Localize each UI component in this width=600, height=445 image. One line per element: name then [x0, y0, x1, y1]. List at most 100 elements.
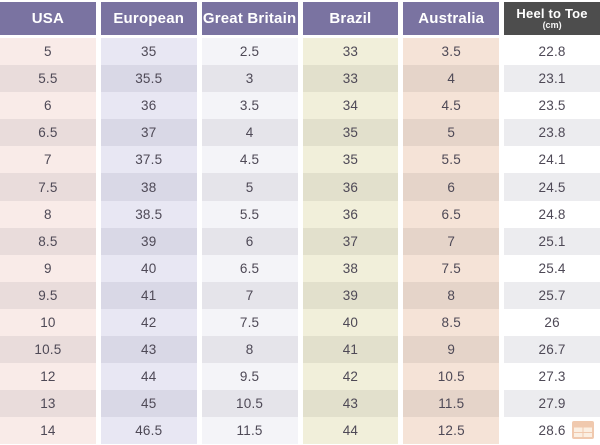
- table-cell-australia: 7: [403, 227, 500, 255]
- table-cell-great-britain: 7: [201, 281, 298, 309]
- table-cell-usa: 10: [0, 308, 96, 337]
- table-cell-european: 40: [100, 254, 197, 282]
- column-header-great-britain: Great Britain: [201, 2, 298, 35]
- table-cell-heel-to-toe: 27.3: [504, 363, 600, 391]
- table-cell-australia: 12.5: [403, 417, 500, 445]
- table-cell-brazil: 36: [302, 173, 399, 201]
- table-cell-great-britain: 3: [201, 65, 298, 93]
- table-cell-usa: 13: [0, 390, 96, 418]
- table-cell-usa: 6: [0, 92, 96, 120]
- table-cell-usa: 7.5: [0, 173, 96, 201]
- table-cell-great-britain: 4.5: [201, 146, 298, 174]
- table-cell-australia: 9: [403, 336, 500, 364]
- table-cell-european: 35: [100, 38, 197, 66]
- table-cell-australia: 10.5: [403, 363, 500, 391]
- table-cell-great-britain: 6: [201, 227, 298, 255]
- table-cell-brazil: 33: [302, 38, 399, 66]
- table-cell-usa: 14: [0, 417, 96, 445]
- table-cell-heel-to-toe: 26.7: [504, 336, 600, 364]
- table-cell-great-britain: 4: [201, 119, 298, 147]
- table-cell-great-britain: 2.5: [201, 38, 298, 66]
- table-cell-brazil: 35: [302, 146, 399, 174]
- table-cell-usa: 8.5: [0, 227, 96, 255]
- table-cell-heel-to-toe: 24.8: [504, 200, 600, 228]
- column-header-label: USA: [31, 9, 65, 27]
- table-cell-brazil: 43: [302, 390, 399, 418]
- table-cell-european: 44: [100, 363, 197, 391]
- table-cell-brazil: 42: [302, 363, 399, 391]
- table-cell-brazil: 36: [302, 200, 399, 228]
- table-cell-european: 46.5: [100, 417, 197, 445]
- table-cell-european: 42: [100, 308, 197, 337]
- table-cell-heel-to-toe: 22.8: [504, 38, 600, 66]
- column-header-label: Brazil: [329, 9, 372, 27]
- column-header-heel-to-toe: Heel to Toe (cm): [504, 2, 600, 35]
- table-cell-european: 36: [100, 92, 197, 120]
- table-cell-great-britain: 7.5: [201, 308, 298, 337]
- table-cell-brazil: 41: [302, 336, 399, 364]
- table-cell-great-britain: 3.5: [201, 92, 298, 120]
- table-cell-brazil: 34: [302, 92, 399, 120]
- column-header-label: Australia: [418, 9, 485, 27]
- table-cell-australia: 3.5: [403, 38, 500, 66]
- table-cell-heel-to-toe: 26: [504, 308, 600, 337]
- table-cell-brazil: 40: [302, 308, 399, 337]
- column-header-label: Heel to Toe: [516, 5, 588, 21]
- table-cell-usa: 10.5: [0, 336, 96, 364]
- table-cell-great-britain: 11.5: [201, 417, 298, 445]
- table-cell-heel-to-toe: 23.5: [504, 92, 600, 120]
- table-cell-usa: 9: [0, 254, 96, 282]
- table-cell-european: 37.5: [100, 146, 197, 174]
- column-header-australia: Australia: [403, 2, 500, 35]
- table-cell-australia: 4.5: [403, 92, 500, 120]
- table-cell-usa: 12: [0, 363, 96, 391]
- table-cell-australia: 5.5: [403, 146, 500, 174]
- table-cell-usa: 9.5: [0, 281, 96, 309]
- table-cell-heel-to-toe: 24.5: [504, 173, 600, 201]
- table-cell-european: 35.5: [100, 65, 197, 93]
- table-cell-heel-to-toe: 24.1: [504, 146, 600, 174]
- table-cell-brazil: 37: [302, 227, 399, 255]
- table-cell-heel-to-toe: 27.9: [504, 390, 600, 418]
- table-cell-heel-to-toe: 28.6: [504, 417, 600, 445]
- table-cell-usa: 8: [0, 200, 96, 228]
- table-cell-australia: 6.5: [403, 200, 500, 228]
- table-cell-usa: 6.5: [0, 119, 96, 147]
- column-header-label: Great Britain: [202, 9, 297, 27]
- column-header-european: European: [100, 2, 197, 35]
- table-cell-heel-to-toe: 25.4: [504, 254, 600, 282]
- column-header-sublabel: (cm): [542, 19, 562, 30]
- table-cell-heel-to-toe: 23.1: [504, 65, 600, 93]
- column-header-usa: USA: [0, 2, 96, 35]
- table-body: 5 35 2.5 33 3.5 22.8 5.5 35.5 3 33 4 23.1 6 36 3.5 34 4.…: [0, 38, 600, 445]
- table-cell-european: 38: [100, 173, 197, 201]
- table-cell-brazil: 38: [302, 254, 399, 282]
- table-cell-heel-to-toe: 23.8: [504, 119, 600, 147]
- table-cell-great-britain: 5.5: [201, 200, 298, 228]
- table-cell-brazil: 39: [302, 281, 399, 309]
- table-cell-heel-to-toe: 25.7: [504, 281, 600, 309]
- table-cell-european: 38.5: [100, 200, 197, 228]
- table-cell-great-britain: 8: [201, 336, 298, 364]
- table-cell-usa: 5.5: [0, 65, 96, 93]
- table-cell-australia: 8: [403, 281, 500, 309]
- table-cell-australia: 8.5: [403, 308, 500, 337]
- table-cell-great-britain: 6.5: [201, 254, 298, 282]
- table-cell-european: 45: [100, 390, 197, 418]
- table-header-row: USA European Great Britain Brazil Australia H…: [0, 2, 600, 35]
- column-header-label: European: [113, 9, 185, 27]
- table-cell-great-britain: 9.5: [201, 363, 298, 391]
- table-cell-usa: 5: [0, 38, 96, 66]
- table-cell-australia: 5: [403, 119, 500, 147]
- table-cell-australia: 6: [403, 173, 500, 201]
- table-cell-brazil: 33: [302, 65, 399, 93]
- table-cell-european: 41: [100, 281, 197, 309]
- table-cell-usa: 7: [0, 146, 96, 174]
- table-cell-european: 43: [100, 336, 197, 364]
- table-cell-australia: 7.5: [403, 254, 500, 282]
- table-cell-australia: 11.5: [403, 390, 500, 418]
- table-cell-brazil: 44: [302, 417, 399, 445]
- table-cell-european: 39: [100, 227, 197, 255]
- watermark-table-logo-icon: [572, 421, 594, 439]
